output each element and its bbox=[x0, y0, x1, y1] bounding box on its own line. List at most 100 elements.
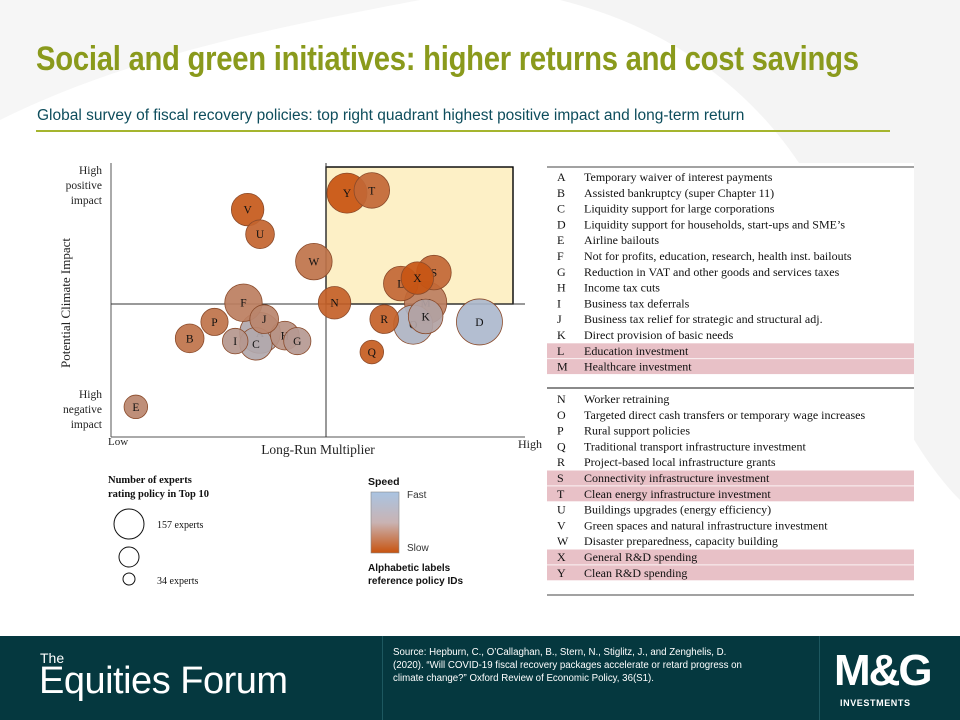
key-row-label-o: Targeted direct cash transfers or tempor… bbox=[584, 408, 865, 422]
key-row-highlight-s bbox=[547, 470, 914, 486]
y-tick-low-line-3: impact bbox=[71, 419, 103, 431]
size-legend-large-circle bbox=[113, 508, 145, 540]
key-row-id-k: K bbox=[557, 328, 566, 342]
policy-point-label-s: S bbox=[431, 268, 437, 280]
key-row-id-e: E bbox=[557, 233, 564, 247]
footer-bar bbox=[0, 636, 960, 720]
policy-point-label-g: G bbox=[293, 336, 301, 348]
points-layer: DMAYOFWTKLSCNVXBHJRUGPIEQ bbox=[123, 172, 503, 420]
key-row-id-h: H bbox=[557, 281, 566, 295]
y-tick-high-line-3: impact bbox=[71, 195, 103, 207]
speed-legend-title: Speed bbox=[368, 476, 400, 488]
policy-point-label-w: W bbox=[308, 257, 319, 269]
policy-point-d bbox=[456, 298, 503, 346]
subtitle-divider bbox=[36, 130, 890, 132]
source-line-3: climate change?” Oxford Review of Econom… bbox=[393, 673, 654, 684]
key-rows: A Temporary waiver of interest payments B A… bbox=[547, 170, 914, 581]
policy-point-label-i: I bbox=[233, 336, 237, 348]
key-row-id-j: J bbox=[557, 312, 562, 326]
key-row-label-k: Direct provision of basic needs bbox=[584, 328, 734, 342]
key-row-label-d: Liquidity support for households, start-… bbox=[584, 217, 845, 231]
key-row-id-r: R bbox=[557, 455, 565, 469]
key-row-label-v: Green spaces and natural infrastructure … bbox=[584, 518, 828, 532]
y-tick-low-line-1: High bbox=[79, 389, 102, 401]
key-row-highlight-y bbox=[547, 565, 914, 581]
key-row-label-n: Worker retraining bbox=[584, 392, 669, 406]
footer-divider-left bbox=[382, 636, 383, 720]
speed-fast-label: Fast bbox=[407, 490, 427, 501]
y-tick-high-line-1: High bbox=[79, 165, 102, 177]
key-row-id-x: X bbox=[557, 550, 566, 564]
key-row-label-l: Education investment bbox=[584, 344, 689, 358]
key-row-id-m: M bbox=[557, 360, 568, 374]
y-axis-label: Potential Climate Impact bbox=[58, 238, 73, 368]
key-row-highlight-m bbox=[547, 359, 914, 375]
key-row-label-q: Traditional transport infrastructure inv… bbox=[584, 439, 807, 453]
key-row-id-b: B bbox=[557, 186, 565, 200]
key-row-id-t: T bbox=[557, 487, 565, 501]
policy-point-label-b: B bbox=[186, 333, 194, 345]
policy-point-j bbox=[249, 304, 279, 334]
policy-point-b bbox=[174, 323, 205, 354]
speed-note-line-2: reference policy IDs bbox=[368, 576, 463, 587]
key-row-label-f: Not for profits, education, research, he… bbox=[584, 249, 852, 263]
size-legend-max-label: 157 experts bbox=[157, 520, 203, 531]
key-row-label-c: Liquidity support for large corporations bbox=[584, 202, 775, 216]
policy-key-svg: A Temporary waiver of interest payments B A… bbox=[547, 166, 914, 596]
policy-point-label-y: Y bbox=[343, 188, 352, 200]
policy-point-label-p: P bbox=[211, 317, 217, 329]
mg-logo: M&G bbox=[834, 646, 933, 695]
footer-brand-prefix: The bbox=[40, 650, 65, 666]
slide-subtitle: Global survey of fiscal recovery policie… bbox=[37, 107, 745, 124]
key-row-id-g: G bbox=[557, 265, 566, 279]
key-row-id-n: N bbox=[557, 392, 566, 406]
size-legend: Number of experts rating policy in Top 1… bbox=[107, 472, 230, 594]
policy-point-t bbox=[353, 172, 391, 209]
key-row-label-t: Clean energy infrastructure investment bbox=[584, 487, 771, 501]
policy-point-w bbox=[295, 242, 333, 281]
policy-point-p bbox=[200, 307, 229, 336]
key-row-highlight-l bbox=[547, 343, 914, 359]
policy-point-label-l: L bbox=[397, 279, 404, 291]
key-row-label-b: Assisted bankruptcy (super Chapter 11) bbox=[584, 186, 774, 200]
key-row-highlight-x bbox=[547, 549, 914, 565]
policy-point-label-c: C bbox=[252, 339, 260, 351]
policy-point-label-r: R bbox=[380, 314, 388, 326]
policy-point-label-e: E bbox=[132, 402, 139, 414]
key-row-label-r: Project-based local infrastructure grant… bbox=[584, 455, 776, 469]
policy-point-i bbox=[222, 327, 249, 355]
key-row-id-y: Y bbox=[557, 566, 566, 580]
speed-color-ramp bbox=[370, 491, 400, 554]
policy-point-e bbox=[123, 394, 149, 420]
key-row-label-y: Clean R&D spending bbox=[584, 566, 687, 580]
key-row-id-i: I bbox=[557, 296, 561, 310]
background-swoosh bbox=[560, 0, 960, 500]
policy-point-k bbox=[407, 298, 444, 335]
footer-source: Source: Hepburn, C., O’Callaghan, B., St… bbox=[393, 646, 798, 685]
key-row-label-w: Disaster preparedness, capacity building bbox=[584, 534, 778, 548]
y-tick-high-line-2: positive bbox=[66, 180, 102, 192]
slide-title: Social and green initiatives: higher ret… bbox=[36, 40, 859, 78]
speed-note-line-1: Alphabetic labels bbox=[368, 563, 451, 574]
policy-point-label-n: N bbox=[330, 298, 339, 310]
key-row-label-u: Buildings upgrades (energy efficiency) bbox=[584, 503, 771, 517]
policy-point-x bbox=[400, 261, 434, 295]
policy-scatter-chart: DMAYOFWTKLSCNVXBHJRUGPIEQ High positive … bbox=[34, 155, 544, 463]
key-row-id-f: F bbox=[557, 249, 564, 263]
key-row-label-j: Business tax relief for strategic and st… bbox=[584, 312, 823, 326]
policy-point-label-d: D bbox=[475, 317, 483, 329]
footer-brand: Equities Forum bbox=[39, 660, 288, 702]
size-legend-title-line-1: Number of experts bbox=[108, 475, 192, 486]
footer-divider-right bbox=[819, 636, 820, 720]
speed-slow-label: Slow bbox=[407, 543, 429, 554]
x-tick-low: Low bbox=[108, 436, 128, 448]
policy-point-label-x: X bbox=[413, 273, 422, 285]
size-legend-title-line-2: rating policy in Top 10 bbox=[108, 489, 209, 500]
key-row-id-d: D bbox=[557, 217, 566, 231]
key-row-id-l: L bbox=[557, 344, 564, 358]
size-legend-medium-circle bbox=[118, 546, 140, 568]
key-row-id-s: S bbox=[557, 471, 564, 485]
policy-point-u bbox=[245, 219, 275, 249]
policy-point-label-v: V bbox=[243, 205, 252, 217]
policy-point-label-q: Q bbox=[368, 347, 377, 359]
